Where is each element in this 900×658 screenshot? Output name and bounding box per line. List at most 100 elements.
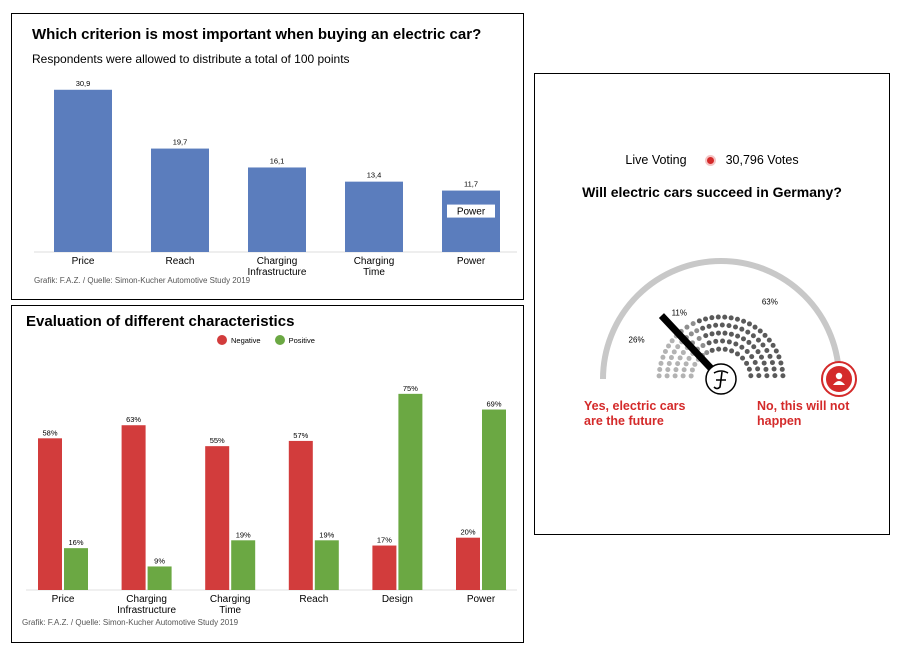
gauge-dot	[706, 340, 712, 346]
gauge-dot	[778, 360, 784, 366]
gauge-dot	[734, 316, 740, 322]
bar-value-label: 75%	[403, 384, 418, 393]
category-label: Charging Time	[354, 256, 395, 278]
bar-positive	[482, 409, 506, 590]
chart1-subtitle: Respondents were allowed to distribute a…	[32, 52, 350, 66]
gauge-dot	[704, 350, 710, 356]
gauge-dot	[664, 373, 670, 379]
gauge-dot	[752, 324, 758, 330]
vote-count: 30,796 Votes	[725, 153, 799, 167]
gauge-dot	[696, 318, 702, 324]
gauge-dot	[660, 354, 666, 360]
gauge-dot	[722, 346, 728, 352]
bar-positive	[147, 566, 172, 590]
gauge-dot	[780, 373, 786, 379]
gauge-dot	[761, 360, 767, 366]
bar-criterion	[442, 190, 500, 252]
gauge-dot	[690, 321, 696, 327]
gauge-dot	[692, 361, 698, 367]
gauge-dot	[771, 366, 777, 372]
gauge-dot	[746, 366, 752, 372]
bar-positive	[398, 393, 423, 590]
gauge-dot	[779, 366, 785, 372]
category-label: Price	[52, 594, 75, 605]
gauge-dot	[744, 360, 750, 366]
category-label: Charging Infrastructure	[117, 594, 176, 616]
gauge-dot	[656, 373, 662, 379]
gauge-dot	[709, 347, 715, 353]
legend-negative-swatch	[217, 335, 227, 345]
bar-value-label: 11,7	[464, 180, 478, 189]
vote-option-yes[interactable]: Yes, electric cars are the future	[584, 399, 686, 428]
gauge-dot	[766, 337, 772, 343]
characteristics-chart-panel: Evaluation of different characteristics …	[11, 305, 524, 643]
gauge-dot	[755, 366, 761, 372]
bar-positive	[231, 540, 256, 590]
gauge-dot	[722, 314, 728, 320]
gauge-dot	[767, 353, 773, 359]
gauge-dot	[757, 328, 763, 334]
gauge-dot	[726, 323, 732, 329]
gauge-dot	[755, 337, 761, 343]
category-label: Reach	[166, 256, 195, 267]
gauge-dot	[694, 328, 700, 334]
gauge-dot	[746, 321, 752, 327]
bar-value-label: 16,1	[270, 156, 285, 165]
chart2-credit: Grafik: F.A.Z. / Quelle: Simon-Kucher Au…	[22, 618, 239, 627]
live-voting-header: Live Voting 30,796 Votes	[535, 153, 889, 167]
gauge-dot	[696, 336, 702, 342]
live-indicator-icon	[704, 155, 716, 167]
gauge-dot	[739, 326, 745, 332]
bar-negative	[372, 545, 397, 590]
chart2-legend: Negative Positive	[217, 335, 315, 345]
gauge-arc	[600, 258, 842, 380]
legend-positive-swatch	[274, 335, 285, 345]
category-label: Charging Infrastructure	[248, 256, 307, 278]
voting-gauge: 26% 11% 63%	[600, 258, 857, 397]
bar-annotation-box	[447, 204, 495, 218]
gauge-dot	[770, 342, 776, 348]
gauge-dot	[689, 367, 695, 373]
bar-value-label: 55%	[210, 436, 225, 445]
vote-option-no[interactable]: No, this will not happen	[757, 399, 850, 428]
gauge-dot	[680, 373, 686, 379]
category-label: Power	[467, 594, 496, 605]
gauge-dot	[681, 367, 687, 373]
bar-value-label: 16%	[68, 538, 83, 547]
gauge-dot	[740, 355, 746, 361]
gauge-dot	[657, 367, 663, 373]
bar-value-label: 19,7	[173, 138, 188, 147]
bar-negative	[38, 438, 62, 590]
bar-criterion	[151, 148, 209, 252]
gauge-dot	[666, 343, 672, 349]
category-label: Reach	[299, 594, 328, 605]
bar-value-label: 69%	[486, 400, 501, 409]
bar-criterion	[248, 167, 306, 252]
gauge-dot	[755, 349, 761, 355]
legend-negative-label: Negative	[231, 335, 261, 345]
gauge-dot	[764, 347, 770, 353]
voting-question: Will electric cars succeed in Germany?	[582, 184, 842, 200]
bar-criterion	[54, 89, 112, 253]
gauge-dot	[769, 360, 775, 366]
gauge-dot	[672, 373, 678, 379]
gauge-dot	[700, 325, 706, 331]
gauge-dot	[675, 361, 681, 367]
gauge-dot	[728, 315, 734, 321]
gauge-dot	[728, 331, 734, 337]
gauge-dot	[713, 338, 719, 344]
gauge-dot	[665, 367, 671, 373]
gauge-dot	[760, 342, 766, 348]
gauge-dot	[726, 339, 732, 345]
bar-value-label: 17%	[377, 536, 392, 545]
chart1-credit: Grafik: F.A.Z. / Quelle: Simon-Kucher Au…	[34, 276, 251, 285]
gauge-dot	[671, 349, 677, 355]
gauge-dot	[715, 330, 721, 336]
gauge-dot	[773, 348, 779, 354]
legend-positive-label: Positive	[288, 335, 315, 345]
gauge-dot	[673, 367, 679, 373]
chart1-title: Which criterion is most important when b…	[32, 26, 482, 43]
gauge-dot	[764, 373, 770, 379]
user-icon-body	[833, 381, 845, 385]
bar-value-label: 58%	[42, 428, 57, 437]
